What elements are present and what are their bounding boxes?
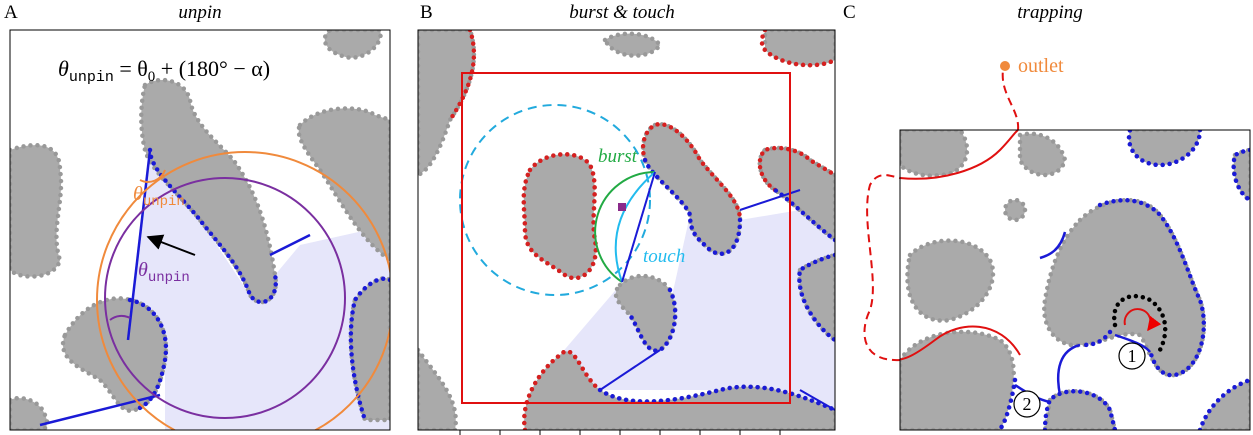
grain bbox=[418, 30, 474, 175]
frame bbox=[618, 203, 626, 211]
grain bbox=[900, 130, 967, 176]
grain bbox=[418, 350, 456, 430]
panel-a: A unpin θunpin = θ0 + (180° − α) θunpin … bbox=[4, 2, 393, 435]
grain bbox=[524, 154, 596, 278]
grain bbox=[1129, 130, 1200, 165]
panel-title: burst & touch bbox=[569, 2, 675, 23]
grain bbox=[907, 241, 993, 321]
curve bbox=[1003, 70, 1018, 130]
formula-part: θ bbox=[58, 56, 69, 81]
angle-subscript: unpin bbox=[148, 270, 190, 286]
panel-label: B bbox=[420, 2, 433, 23]
grain bbox=[1200, 380, 1250, 430]
formula-part: = θ bbox=[114, 56, 148, 81]
formula-part: + (180° − α) bbox=[155, 56, 270, 81]
interface-line bbox=[40, 395, 160, 425]
curve bbox=[864, 175, 900, 360]
panel-c: C trapping outlet 1 2 bbox=[843, 2, 1250, 430]
pore-map bbox=[10, 30, 393, 435]
panel-b: B burst & touch burst touch bbox=[418, 2, 835, 435]
panel-label: A bbox=[4, 2, 18, 23]
figure: A unpin θunpin = θ0 + (180° − α) θunpin … bbox=[0, 0, 1253, 435]
pore-map bbox=[418, 30, 835, 430]
marker-label: 2 bbox=[1023, 394, 1032, 414]
grain bbox=[63, 298, 166, 410]
angle-symbol: θ bbox=[138, 259, 148, 281]
circle bbox=[1000, 61, 1010, 71]
panel-title: trapping bbox=[1017, 2, 1082, 23]
panel-title: unpin bbox=[178, 2, 221, 23]
annotation: burst bbox=[598, 146, 638, 167]
marker-label: 1 bbox=[1128, 346, 1137, 366]
annotation: outlet bbox=[1018, 55, 1064, 77]
grain bbox=[605, 34, 660, 56]
page: Figure {"panels": [ {"label": "A", "titl… bbox=[0, 0, 1253, 435]
grain bbox=[1005, 200, 1025, 220]
panel-label: C bbox=[843, 2, 856, 23]
curve bbox=[1058, 345, 1080, 395]
formula-part: 0 bbox=[148, 69, 156, 85]
grain bbox=[325, 30, 381, 58]
formula-part: unpin bbox=[69, 69, 114, 86]
angle-symbol: θ bbox=[133, 183, 143, 205]
grain bbox=[10, 145, 61, 276]
curve bbox=[460, 430, 780, 435]
angle-subscript: unpin bbox=[143, 194, 185, 210]
body: A unpin θunpin = θ0 + (180° − α) θunpin … bbox=[0, 0, 1253, 435]
pore-map bbox=[895, 130, 1250, 430]
grain bbox=[1020, 134, 1065, 175]
grain bbox=[900, 332, 1014, 430]
annotation: touch bbox=[643, 246, 685, 267]
